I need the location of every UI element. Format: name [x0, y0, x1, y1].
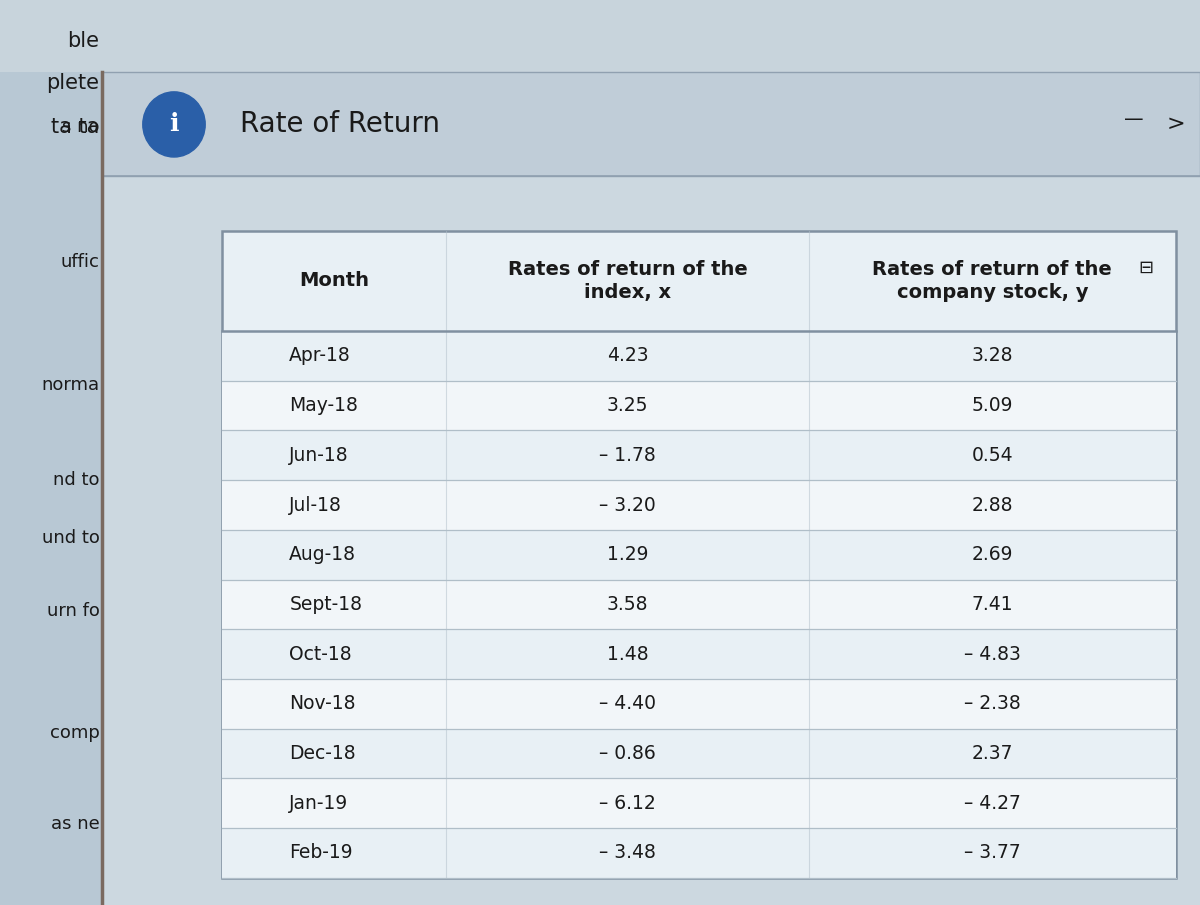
Text: Nov-18: Nov-18	[289, 694, 355, 713]
Text: 5.09: 5.09	[972, 396, 1013, 415]
Text: ta ta: ta ta	[52, 117, 100, 137]
FancyBboxPatch shape	[222, 778, 1176, 828]
Text: – 2.38: – 2.38	[964, 694, 1021, 713]
Text: Month: Month	[299, 272, 370, 291]
FancyBboxPatch shape	[222, 231, 1176, 878]
Text: 3.28: 3.28	[972, 347, 1013, 366]
Text: Oct-18: Oct-18	[289, 644, 352, 663]
Text: 3.58: 3.58	[607, 595, 648, 614]
Text: 7.41: 7.41	[972, 595, 1013, 614]
Text: nd to: nd to	[53, 471, 100, 489]
Text: Jan-19: Jan-19	[289, 794, 348, 813]
FancyBboxPatch shape	[222, 481, 1176, 530]
Text: >: >	[1166, 114, 1186, 135]
Text: s no: s no	[62, 118, 100, 136]
Text: – 3.20: – 3.20	[599, 496, 656, 515]
Text: Jul-18: Jul-18	[289, 496, 342, 515]
Text: – 4.40: – 4.40	[599, 694, 656, 713]
FancyBboxPatch shape	[222, 331, 1176, 381]
Text: – 3.77: – 3.77	[964, 843, 1021, 862]
FancyBboxPatch shape	[222, 729, 1176, 778]
Text: – 3.48: – 3.48	[599, 843, 656, 862]
Text: 3.25: 3.25	[607, 396, 648, 415]
Text: i: i	[169, 112, 179, 137]
Text: – 1.78: – 1.78	[599, 446, 656, 465]
Text: May-18: May-18	[289, 396, 358, 415]
Text: 1.29: 1.29	[607, 545, 648, 564]
FancyBboxPatch shape	[222, 629, 1176, 679]
Text: 1.48: 1.48	[607, 644, 648, 663]
Text: – 4.27: – 4.27	[964, 794, 1021, 813]
FancyBboxPatch shape	[222, 579, 1176, 629]
FancyBboxPatch shape	[222, 679, 1176, 729]
Text: Dec-18: Dec-18	[289, 744, 356, 763]
Text: uffic: uffic	[61, 253, 100, 272]
Text: Rates of return of the
company stock, y: Rates of return of the company stock, y	[872, 260, 1112, 302]
Text: comp: comp	[49, 724, 100, 742]
Text: und to: und to	[42, 529, 100, 548]
Text: Aug-18: Aug-18	[289, 545, 356, 564]
Text: Feb-19: Feb-19	[289, 843, 353, 862]
Text: Sept-18: Sept-18	[289, 595, 362, 614]
Text: ble: ble	[67, 31, 100, 51]
Text: Rates of return of the
index, x: Rates of return of the index, x	[508, 260, 748, 302]
Text: norma: norma	[42, 376, 100, 394]
Ellipse shape	[143, 91, 205, 157]
Text: ⊟: ⊟	[1139, 258, 1153, 276]
Text: 2.88: 2.88	[972, 496, 1013, 515]
Text: Jun-18: Jun-18	[289, 446, 349, 465]
FancyBboxPatch shape	[222, 381, 1176, 431]
Text: Apr-18: Apr-18	[289, 347, 352, 366]
FancyBboxPatch shape	[222, 530, 1176, 579]
Text: Rate of Return: Rate of Return	[240, 110, 440, 138]
FancyBboxPatch shape	[222, 828, 1176, 878]
Text: 2.69: 2.69	[972, 545, 1013, 564]
Text: – 4.83: – 4.83	[964, 644, 1021, 663]
Text: 4.23: 4.23	[607, 347, 648, 366]
Text: plete: plete	[47, 73, 100, 93]
Text: 2.37: 2.37	[972, 744, 1013, 763]
Text: as ne: as ne	[50, 814, 100, 833]
FancyBboxPatch shape	[0, 0, 1200, 72]
Text: 0.54: 0.54	[972, 446, 1013, 465]
FancyBboxPatch shape	[222, 431, 1176, 481]
FancyBboxPatch shape	[102, 72, 1200, 176]
Text: urn fo: urn fo	[47, 602, 100, 620]
FancyBboxPatch shape	[0, 72, 102, 905]
FancyBboxPatch shape	[102, 72, 1200, 905]
Text: – 6.12: – 6.12	[599, 794, 656, 813]
Text: – 0.86: – 0.86	[599, 744, 656, 763]
Text: —: —	[1124, 110, 1144, 129]
